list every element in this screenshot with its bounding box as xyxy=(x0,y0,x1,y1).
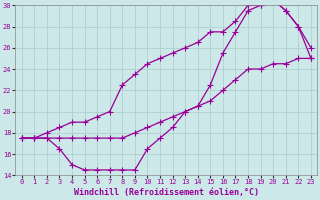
X-axis label: Windchill (Refroidissement éolien,°C): Windchill (Refroidissement éolien,°C) xyxy=(74,188,259,197)
